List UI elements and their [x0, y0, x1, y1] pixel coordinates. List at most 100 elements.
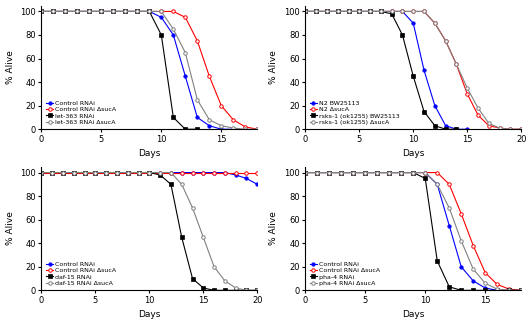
Control RNAi — [122, 9, 129, 13]
rsks-1 (ok1255) BW25113 — [367, 9, 373, 13]
Control RNAi ΔsucA — [182, 15, 188, 19]
pha-4 RNAi — [314, 171, 320, 175]
let-363 RNAi ΔsucA — [134, 9, 140, 13]
Control RNAi ΔsucA — [211, 171, 217, 175]
N2 BW25113 — [400, 9, 406, 13]
let-363 RNAi ΔsucA — [50, 9, 56, 13]
rsks-1 (ok1255) BW25113 — [421, 110, 427, 113]
Control RNAi — [38, 9, 45, 13]
X-axis label: Days: Days — [402, 310, 425, 319]
Control RNAi ΔsucA — [434, 171, 440, 175]
Control RNAi — [434, 182, 440, 186]
Line: rsks-1 (ok1255) BW25113: rsks-1 (ok1255) BW25113 — [304, 10, 458, 131]
Control RNAi ΔsucA — [74, 9, 80, 13]
daf-15 RNAi — [243, 288, 250, 292]
Control RNAi — [38, 171, 45, 175]
daf-15 RNAi ΔsucA — [254, 288, 261, 292]
daf-15 RNAi — [71, 171, 77, 175]
Control RNAi ΔsucA — [134, 9, 140, 13]
Control RNAi — [50, 9, 56, 13]
let-363 RNAi ΔsucA — [74, 9, 80, 13]
X-axis label: Days: Days — [138, 149, 161, 158]
pha-4 RNAi ΔsucA — [302, 171, 309, 175]
X-axis label: Days: Days — [138, 310, 161, 319]
Control RNAi ΔsucA — [254, 127, 261, 131]
rsks-1 (ok1255) ΔsucA — [464, 86, 470, 90]
let-363 RNAi ΔsucA — [122, 9, 129, 13]
pha-4 RNAi — [518, 288, 525, 292]
rsks-1 (ok1255) ΔsucA — [410, 9, 417, 13]
pha-4 RNAi ΔsucA — [470, 267, 477, 271]
N2 ΔsucA — [388, 9, 395, 13]
N2 BW25113 — [431, 104, 438, 108]
rsks-1 (ok1255) ΔsucA — [388, 9, 395, 13]
Control RNAi — [86, 9, 93, 13]
Y-axis label: % Alive: % Alive — [5, 212, 14, 245]
daf-15 RNAi — [222, 288, 228, 292]
pha-4 RNAi — [470, 288, 477, 292]
Control RNAi ΔsucA — [374, 171, 380, 175]
pha-4 RNAi ΔsucA — [446, 206, 452, 210]
N2 BW25113 — [443, 124, 449, 128]
let-363 RNAi ΔsucA — [98, 9, 105, 13]
let-363 RNAi — [74, 9, 80, 13]
Control RNAi ΔsucA — [506, 287, 512, 291]
Control RNAi — [458, 265, 464, 269]
let-363 RNAi — [50, 9, 56, 13]
Line: daf-15 RNAi: daf-15 RNAi — [40, 171, 259, 292]
Line: Control RNAi: Control RNAi — [304, 171, 523, 292]
daf-15 RNAi ΔsucA — [49, 171, 55, 175]
pha-4 RNAi ΔsucA — [506, 288, 512, 292]
pha-4 RNAi — [350, 171, 356, 175]
Control RNAi — [482, 286, 488, 290]
daf-15 RNAi ΔsucA — [135, 171, 142, 175]
let-363 RNAi ΔsucA — [170, 27, 177, 31]
rsks-1 (ok1255) ΔsucA — [496, 126, 503, 130]
rsks-1 (ok1255) ΔsucA — [356, 9, 362, 13]
Control RNAi ΔsucA — [314, 171, 320, 175]
pha-4 RNAi — [302, 171, 309, 175]
Legend: N2 BW25113, N2 ΔsucA, rsks-1 (ok1255) BW25113, rsks-1 (ok1255) ΔsucA: N2 BW25113, N2 ΔsucA, rsks-1 (ok1255) BW… — [309, 99, 401, 126]
pha-4 RNAi ΔsucA — [362, 171, 369, 175]
Legend: Control RNAi, Control RNAi ΔsucA, let-363 RNAi, let-363 RNAi ΔsucA: Control RNAi, Control RNAi ΔsucA, let-36… — [45, 99, 118, 126]
pha-4 RNAi — [446, 285, 452, 289]
daf-15 RNAi — [81, 171, 88, 175]
daf-15 RNAi ΔsucA — [168, 171, 174, 175]
Control RNAi ΔsucA — [446, 182, 452, 186]
Control RNAi — [200, 171, 206, 175]
Control RNAi ΔsucA — [62, 9, 69, 13]
daf-15 RNAi ΔsucA — [81, 171, 88, 175]
rsks-1 (ok1255) ΔsucA — [302, 9, 309, 13]
let-363 RNAi — [134, 9, 140, 13]
Control RNAi ΔsucA — [222, 171, 228, 175]
rsks-1 (ok1255) ΔsucA — [421, 9, 427, 13]
rsks-1 (ok1255) BW25113 — [410, 74, 417, 78]
daf-15 RNAi — [38, 171, 45, 175]
rsks-1 (ok1255) ΔsucA — [507, 127, 513, 131]
rsks-1 (ok1255) BW25113 — [324, 9, 330, 13]
let-363 RNAi ΔsucA — [230, 126, 237, 130]
Control RNAi — [146, 9, 153, 13]
rsks-1 (ok1255) ΔsucA — [431, 21, 438, 25]
Control RNAi — [158, 15, 164, 19]
rsks-1 (ok1255) BW25113 — [453, 127, 460, 131]
Y-axis label: % Alive: % Alive — [5, 50, 14, 84]
Control RNAi — [189, 171, 196, 175]
daf-15 RNAi ΔsucA — [92, 171, 98, 175]
N2 ΔsucA — [421, 9, 427, 13]
pha-4 RNAi ΔsucA — [410, 171, 417, 175]
pha-4 RNAi ΔsucA — [434, 182, 440, 186]
Control RNAi ΔsucA — [230, 118, 237, 122]
pha-4 RNAi — [410, 171, 417, 175]
Control RNAi ΔsucA — [81, 171, 88, 175]
pha-4 RNAi — [458, 288, 464, 292]
daf-15 RNAi ΔsucA — [243, 288, 250, 292]
Control RNAi — [350, 171, 356, 175]
rsks-1 (ok1255) ΔsucA — [486, 121, 492, 125]
let-363 RNAi — [146, 9, 153, 13]
let-363 RNAi — [86, 9, 93, 13]
N2 ΔsucA — [400, 9, 406, 13]
Control RNAi — [302, 171, 309, 175]
N2 BW25113 — [378, 9, 384, 13]
let-363 RNAi — [38, 9, 45, 13]
